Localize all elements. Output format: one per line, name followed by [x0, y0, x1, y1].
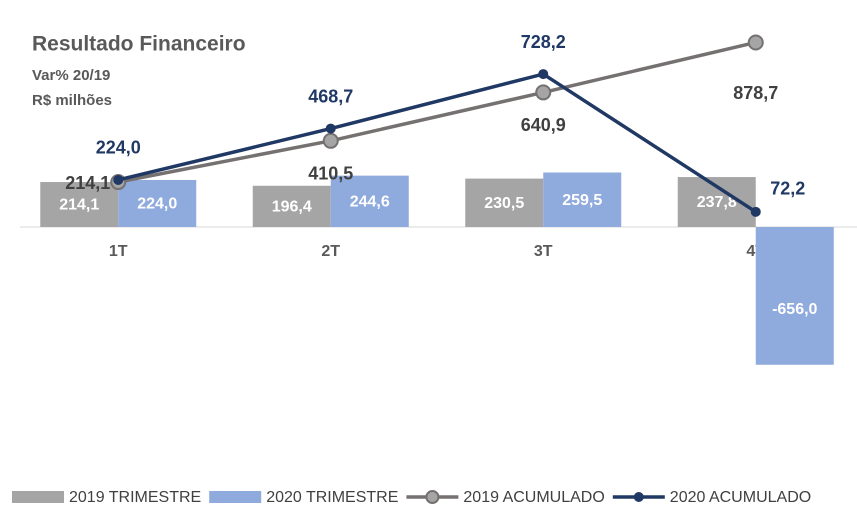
- line-value-label: 224,0: [96, 138, 141, 158]
- bar: [330, 175, 409, 227]
- bar-value-label: 224,0: [137, 196, 177, 213]
- legend-label: 2020 ACUMULADO: [670, 489, 811, 506]
- chart-subtitle: Var% 20/19: [32, 67, 110, 84]
- line-value-label: 878,7: [733, 83, 778, 103]
- line-value-label: 72,2: [770, 179, 805, 199]
- line-marker: [113, 174, 124, 185]
- legend-label: 2019 TRIMESTRE: [69, 489, 201, 506]
- line-value-label: 468,7: [308, 86, 353, 106]
- line: [117, 72, 757, 214]
- chart-title: Resultado Financeiro: [32, 33, 246, 56]
- bar-value-label: -656,0: [772, 301, 817, 318]
- bar-value-label: 237,8: [697, 194, 737, 211]
- legend-swatch: [12, 491, 64, 503]
- x-tick-label: 3T: [534, 243, 553, 260]
- bar: [465, 178, 544, 227]
- chart-subtitle: R$ milhões: [32, 92, 112, 109]
- legend-swatch: [425, 490, 440, 504]
- line-value-label: 410,5: [308, 164, 353, 184]
- line-marker: [747, 34, 764, 51]
- line-value-label: 728,2: [521, 32, 566, 52]
- line-marker: [535, 84, 552, 101]
- bar-value-label: 196,4: [272, 199, 312, 216]
- line-marker: [750, 206, 761, 217]
- bar: [755, 227, 834, 365]
- legend-label: 2019 ACUMULADO: [463, 489, 604, 506]
- line-value-label: 214,1: [65, 173, 110, 193]
- bar: [252, 185, 331, 227]
- bar-value-label: 244,6: [350, 194, 390, 211]
- legend-swatch: [633, 492, 644, 502]
- x-tick-label: 1T: [109, 243, 128, 260]
- legend-label: 2020 TRIMESTRE: [266, 489, 398, 506]
- bar-value-label: 259,5: [562, 192, 602, 209]
- x-tick-label: 2T: [321, 243, 340, 260]
- line-marker: [325, 123, 336, 134]
- bar: [40, 182, 119, 227]
- bar-value-label: 214,1: [59, 197, 99, 214]
- legend-swatch: [209, 491, 262, 503]
- bar-value-label: 230,5: [484, 195, 524, 212]
- line-value-label: 640,9: [521, 115, 566, 135]
- line-marker: [322, 132, 339, 149]
- bar: [543, 172, 622, 227]
- line-marker: [538, 69, 549, 80]
- bar: [118, 179, 197, 227]
- line: [117, 40, 757, 184]
